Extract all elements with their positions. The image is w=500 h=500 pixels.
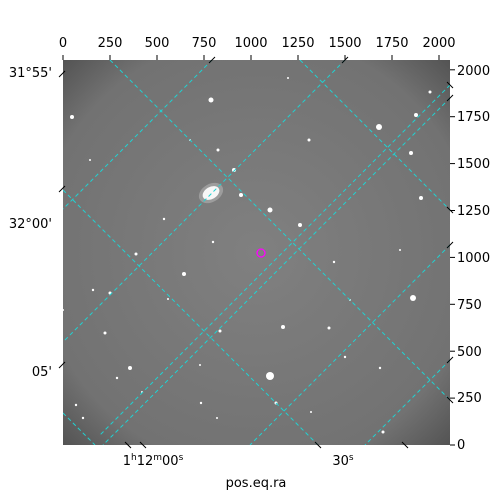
- star: [332, 260, 336, 264]
- star: [307, 138, 311, 142]
- right-tick-label-0: 0: [457, 438, 465, 453]
- grid-line-dec-5: [249, 244, 450, 445]
- dec-tick-label-1: 32°00': [9, 217, 52, 232]
- star: [81, 416, 85, 420]
- star: [199, 401, 203, 405]
- dec-left-tick-2: [58, 361, 66, 369]
- ra-tick-label-1: 30s: [332, 453, 354, 469]
- star: [218, 329, 222, 333]
- dec-right-tick-0: [446, 94, 454, 102]
- dec-tick-label-0: 31°55': [9, 66, 52, 81]
- top-tick-label-3: 750: [192, 36, 217, 51]
- top-tick-label-0: 0: [59, 36, 67, 51]
- x-axis-title: pos.eq.ra: [226, 476, 287, 491]
- coordinate-grid: [63, 60, 450, 445]
- target-marker: [256, 248, 266, 258]
- star: [298, 223, 302, 227]
- star: [327, 326, 331, 330]
- star: [115, 376, 119, 380]
- top-tick-label-2: 500: [145, 36, 170, 51]
- star: [216, 417, 218, 419]
- star: [182, 272, 186, 276]
- grid-line-ra-1: [109, 60, 450, 401]
- star: [239, 193, 243, 197]
- ra-bottom-tick-2: [314, 441, 322, 449]
- star: [128, 366, 132, 370]
- right-tick-label-1: 250: [457, 391, 482, 406]
- galaxy-halo: [198, 182, 224, 204]
- star: [343, 355, 347, 359]
- dec-tick-label-2: 05': [32, 365, 52, 380]
- star: [211, 240, 215, 244]
- right-tick-label-2: 500: [457, 345, 482, 360]
- star: [216, 148, 220, 152]
- ra-right-tick-0: [446, 396, 454, 404]
- grid-line-ra-3: [63, 412, 96, 445]
- right-tick-label-3: 750: [457, 298, 482, 313]
- star: [63, 309, 64, 311]
- star: [89, 159, 91, 161]
- ra-tick-label-0: 1h12m00s: [123, 453, 184, 469]
- grid-line-dec-4: [102, 97, 450, 445]
- star: [287, 77, 289, 79]
- tick-marks: [58, 55, 455, 449]
- top-tick-label-7: 1750: [375, 36, 408, 51]
- right-tick-label-6: 1500: [457, 157, 490, 172]
- ra-bottom-tick-1: [139, 441, 147, 449]
- star: [103, 331, 107, 335]
- star: [381, 430, 385, 434]
- ra-bottom-tick-0: [124, 441, 132, 449]
- top-tick-label-4: 1000: [234, 36, 267, 51]
- star: [74, 403, 78, 407]
- star: [414, 113, 418, 117]
- star: [378, 366, 382, 370]
- grid-line-dec-3: [99, 84, 450, 436]
- stars-layer: [63, 77, 432, 434]
- top-tick-label-1: 250: [98, 36, 123, 51]
- top-tick-label-5: 1250: [281, 36, 314, 51]
- star: [70, 115, 74, 119]
- star: [399, 249, 401, 251]
- star: [409, 151, 413, 155]
- star: [281, 325, 285, 329]
- grid-line-dec-6: [364, 359, 450, 445]
- dec-right-tick-1: [446, 241, 454, 249]
- dec-right-tick-2: [446, 356, 454, 364]
- ra-right-tick-2: [446, 206, 454, 214]
- star: [266, 372, 274, 380]
- right-tick-label-4: 1000: [457, 251, 490, 266]
- grid-line-dec-2: [63, 60, 346, 343]
- grid-line-dec-1: [63, 60, 213, 210]
- dec-left-tick-1: [58, 185, 66, 193]
- star: [208, 97, 214, 103]
- dec-top-tick-1: [341, 56, 349, 64]
- star: [167, 298, 169, 300]
- star: [376, 124, 382, 130]
- star: [428, 90, 432, 94]
- star: [410, 295, 416, 301]
- right-tick-label-8: 2000: [457, 64, 490, 79]
- star: [162, 217, 166, 221]
- dec-left-tick-0: [58, 70, 66, 78]
- top-tick-label-6: 1500: [328, 36, 361, 51]
- right-tick-label-5: 1250: [457, 204, 490, 219]
- star: [199, 364, 201, 366]
- dec-top-tick-0: [208, 56, 216, 64]
- ra-bottom-tick-3: [401, 441, 409, 449]
- star: [419, 196, 423, 200]
- star: [134, 252, 138, 256]
- top-tick-label-8: 2000: [422, 36, 455, 51]
- star: [91, 288, 95, 292]
- star: [310, 411, 312, 413]
- ra-right-tick-1: [446, 81, 454, 89]
- star: [232, 168, 236, 172]
- star: [267, 207, 273, 213]
- right-tick-label-7: 1750: [457, 110, 490, 125]
- grid-line-ra-4: [299, 60, 450, 211]
